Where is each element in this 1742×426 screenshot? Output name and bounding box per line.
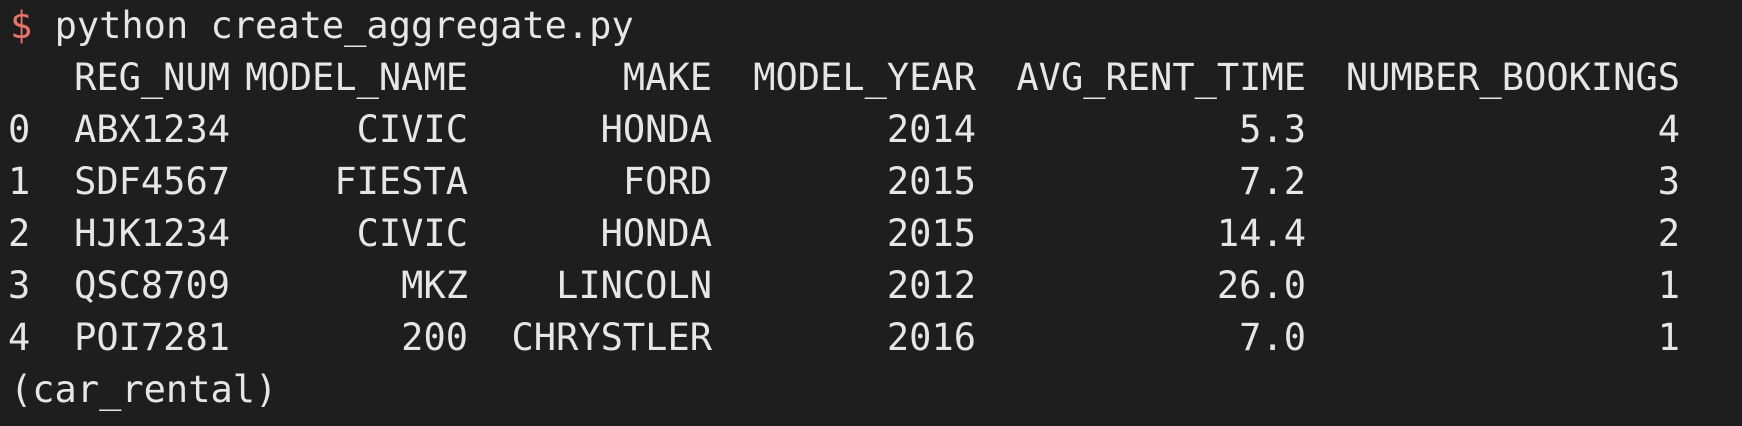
command-line: $ python create_aggregate.py: [10, 0, 634, 52]
cell-avg-rent-time: 5.3: [1239, 108, 1306, 151]
row-index: 2: [8, 212, 31, 255]
cell-model-year: 2015: [886, 160, 976, 203]
row-index: 1: [8, 160, 31, 203]
column-header-model-year: MODEL_YEAR: [753, 56, 976, 99]
prompt-symbol: $: [10, 4, 33, 47]
command-text: python create_aggregate.py: [54, 4, 634, 47]
cell-model-year: 2016: [886, 316, 976, 359]
cell-make: FORD: [622, 160, 712, 203]
cell-model-year: 2015: [886, 212, 976, 255]
column-header-model-name: MODEL_NAME: [245, 56, 468, 99]
cell-avg-rent-time: 14.4: [1216, 212, 1306, 255]
cell-model-name: CIVIC: [356, 212, 468, 255]
cell-reg-num: SDF4567: [74, 160, 230, 203]
column-header-avg-rent-time: AVG_RENT_TIME: [1016, 56, 1306, 99]
row-index: 3: [8, 264, 31, 307]
row-index: 4: [8, 316, 31, 359]
cell-avg-rent-time: 7.0: [1239, 316, 1306, 359]
cell-number-bookings: 4: [1657, 108, 1680, 151]
cell-number-bookings: 1: [1657, 316, 1680, 359]
cell-model-name: 200: [401, 316, 468, 359]
cut-off-line: [0, 414, 1742, 426]
cell-reg-num: ABX1234: [74, 108, 230, 151]
cell-model-name: FIESTA: [334, 160, 468, 203]
env-prompt: (car_rental): [10, 368, 278, 411]
cell-reg-num: QSC8709: [74, 264, 230, 307]
cell-number-bookings: 2: [1657, 212, 1680, 255]
cell-avg-rent-time: 26.0: [1216, 264, 1306, 307]
cell-make: CHRYSTLER: [511, 316, 712, 359]
cell-make: HONDA: [600, 212, 712, 255]
cell-avg-rent-time: 7.2: [1239, 160, 1306, 203]
column-header-number-bookings: NUMBER_BOOKINGS: [1345, 56, 1680, 99]
column-header-reg-num: REG_NUM: [74, 56, 230, 99]
cell-number-bookings: 3: [1657, 160, 1680, 203]
cell-make: HONDA: [600, 108, 712, 151]
cell-model-name: CIVIC: [356, 108, 468, 151]
cell-number-bookings: 1: [1657, 264, 1680, 307]
cell-model-name: MKZ: [401, 264, 468, 307]
column-header-make: MAKE: [622, 56, 712, 99]
cell-make: LINCOLN: [556, 264, 712, 307]
cell-reg-num: HJK1234: [74, 212, 230, 255]
cell-model-year: 2014: [886, 108, 976, 151]
cell-reg-num: POI7281: [74, 316, 230, 359]
cell-model-year: 2012: [886, 264, 976, 307]
row-index: 0: [8, 108, 31, 151]
